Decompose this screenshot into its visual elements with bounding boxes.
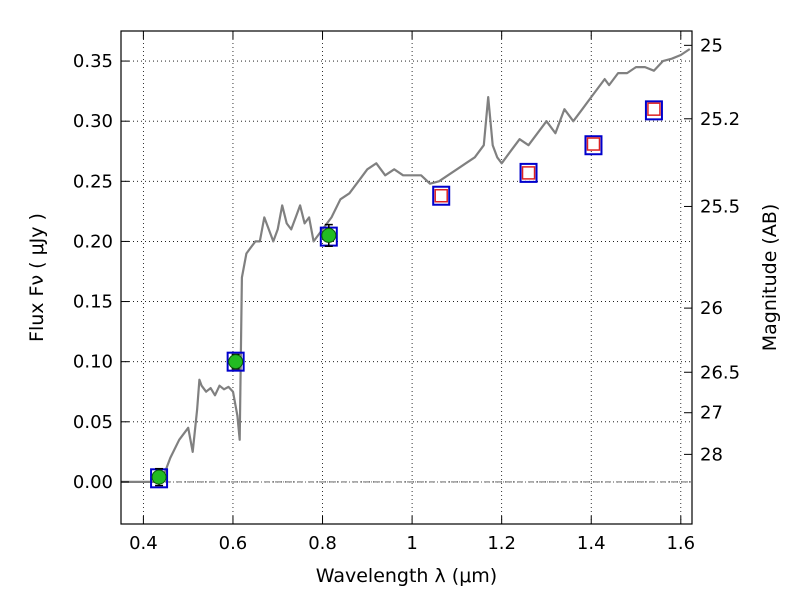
x-tick-label: 0.8 — [308, 533, 337, 554]
y-tick-label: 0.30 — [73, 111, 113, 132]
ticks: 0.4 0.6 0.8 1 1.2 1.4 1.6 0.00 0.05 0.10 0.15 0.20 0… — [73, 31, 740, 554]
model-photometry-marker — [226, 351, 245, 372]
upper-limit-marker — [647, 102, 661, 116]
plot-frame — [120, 30, 693, 525]
y-tick-label: 0.15 — [73, 292, 113, 313]
y-tick-label: 0.00 — [73, 472, 113, 493]
upper-limit-marker — [521, 166, 536, 180]
model-photometry-marker — [644, 100, 663, 121]
y-tick-label: 0.20 — [73, 231, 113, 252]
y2-tick-label: 27 — [700, 403, 723, 424]
observed-photometry-point — [151, 469, 167, 485]
x-tick-label: 1.4 — [577, 533, 606, 554]
y-tick-label: 0.25 — [73, 171, 113, 192]
x-tick-label: 1.6 — [666, 533, 695, 554]
observed-photometry-point — [321, 227, 337, 243]
y2-tick-label: 25 — [700, 35, 723, 56]
x-axis-label: Wavelength λ (μm) — [316, 565, 497, 587]
y-tick-label: 0.05 — [73, 412, 113, 433]
observed-photometry-point — [228, 354, 244, 370]
y2-tick-label: 25.2 — [700, 109, 740, 130]
y2-tick-label: 26 — [700, 298, 723, 319]
y-axis-label: Flux Fν ( μJy ) — [26, 213, 48, 342]
y2-tick-label: 28 — [700, 444, 723, 465]
upper-limit-marker — [434, 188, 448, 203]
y-tick-label: 0.35 — [73, 51, 113, 72]
grid — [121, 31, 692, 524]
x-tick-label: 0.4 — [129, 533, 158, 554]
y2-tick-label: 25.5 — [700, 196, 740, 217]
x-tick-label: 1.2 — [487, 533, 516, 554]
x-tick-label: 1 — [406, 533, 417, 554]
series-layer — [121, 48, 691, 489]
model-spectrum-line — [121, 48, 691, 483]
upper-limit-marker — [586, 137, 601, 151]
y2-tick-label: 26.5 — [700, 362, 740, 383]
x-tick-label: 0.6 — [219, 533, 248, 554]
model-photometry-marker — [584, 135, 603, 156]
model-photometry-marker — [519, 162, 538, 183]
y-tick-label: 0.10 — [73, 352, 113, 373]
y2-axis-label: Magnitude (AB) — [759, 204, 781, 352]
model-photometry-marker — [432, 185, 451, 206]
